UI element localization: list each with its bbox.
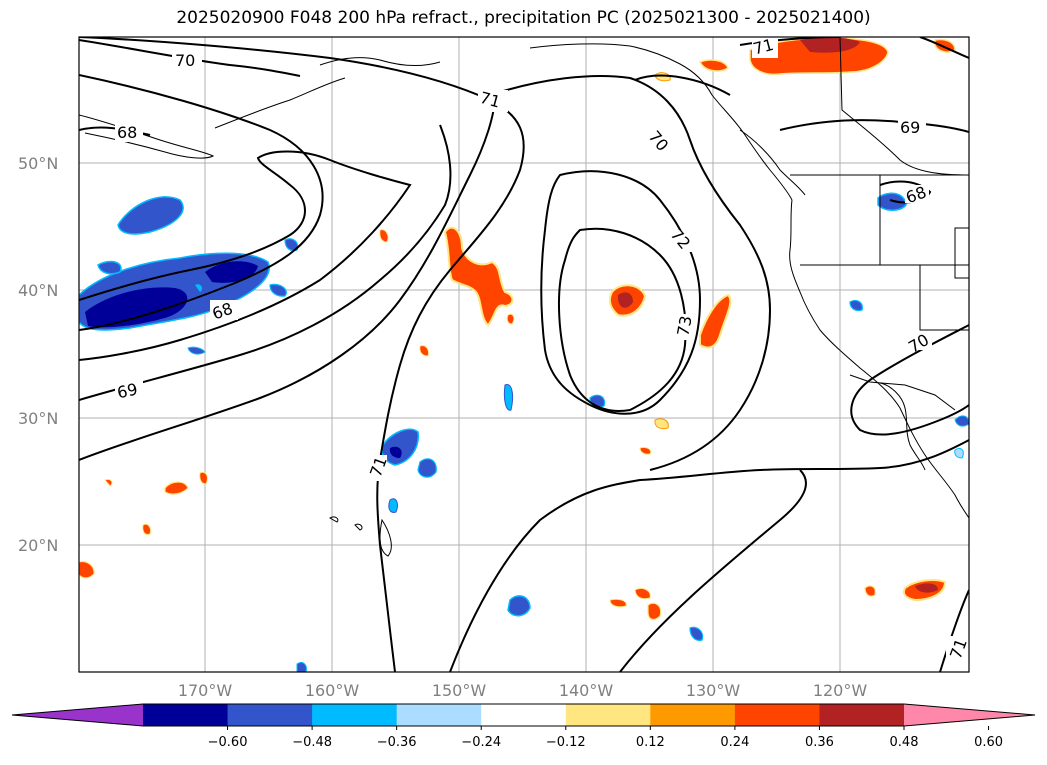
colorbar-segment — [312, 704, 398, 726]
colorbar-segment — [650, 704, 736, 726]
colorbar-segment — [396, 704, 482, 726]
latitude-axis: 50°N 40°N 30°N 20°N — [18, 154, 58, 555]
colorbar-segment — [819, 704, 905, 726]
contour-label: 71 — [478, 88, 503, 112]
contour-71-south — [379, 544, 396, 672]
contour-label: 69 — [900, 118, 920, 137]
contour-label: 70 — [175, 51, 195, 70]
contour-70-east — [499, 74, 772, 471]
contour-70-mid — [79, 94, 496, 461]
contour-68-ne — [879, 180, 932, 204]
lon-tick-label: 130°W — [686, 681, 741, 700]
colorbar-segment — [227, 704, 313, 726]
gridlines — [79, 37, 969, 672]
contour-73 — [558, 227, 687, 412]
lon-tick-label: 160°W — [305, 681, 360, 700]
colorbar-outline — [11, 703, 1036, 727]
contour-72 — [540, 170, 702, 415]
contour-71-main — [79, 37, 525, 546]
colorbar-tick-label: −0.12 — [546, 735, 586, 750]
lat-tick-label: 30°N — [18, 409, 58, 428]
colorbar-tick-label: 0.60 — [974, 735, 1003, 750]
lon-tick-label: 140°W — [559, 681, 614, 700]
colorbar: −0.60 −0.48 −0.36 −0.24 −0.12 0.12 0.24 0.36 0.4… — [11, 703, 1036, 750]
contour-69-outer — [79, 74, 324, 331]
lat-tick-label: 50°N — [18, 154, 58, 173]
contour-label: 73 — [673, 314, 695, 337]
map-background — [79, 37, 969, 672]
refractivity-contours — [79, 37, 969, 672]
colorbar-segment — [481, 704, 567, 726]
negative-precip-patches — [79, 192, 969, 672]
contour-69-ne — [779, 119, 969, 133]
contour-label: 71 — [946, 636, 971, 662]
contour-labels: 70 71 68 70 72 73 69 68 68 69 71 71 70 — [115, 35, 971, 662]
colorbar-tick-label: 0.12 — [636, 735, 665, 750]
colorbar-tick-label: −0.36 — [377, 735, 417, 750]
colorbar-tick-label: 0.36 — [805, 735, 834, 750]
contour-69-east-inner — [634, 74, 731, 96]
contour-label: 71 — [751, 35, 776, 59]
lat-tick-label: 20°N — [18, 536, 58, 555]
colorbar-segment — [565, 704, 651, 726]
colorbar-segment — [143, 704, 229, 726]
lat-tick-label: 40°N — [18, 281, 58, 300]
contour-72-se — [619, 469, 807, 672]
contour-71-se — [939, 589, 969, 672]
colorbar-tick-label: −0.60 — [208, 735, 248, 750]
contour-70-ne2 — [919, 37, 969, 59]
lon-tick-label: 120°W — [813, 681, 868, 700]
chart-title: 2025020900 F048 200 hPa refract., precip… — [176, 8, 871, 28]
contour-72-south — [449, 439, 969, 672]
colorbar-tick-label: −0.24 — [461, 735, 501, 750]
contour-69-south — [79, 124, 452, 401]
contour-70-se — [850, 324, 969, 436]
colorbar-tick-label: −0.48 — [292, 735, 332, 750]
contour-70-north — [79, 39, 301, 77]
colorbar-tick-label: 0.48 — [890, 735, 919, 750]
colorbar-segment — [734, 704, 820, 726]
colorbar-extend-low — [12, 704, 143, 726]
colorbar-tick-label: 0.24 — [720, 735, 749, 750]
map-frame — [78, 36, 970, 673]
lon-tick-label: 150°W — [432, 681, 487, 700]
contour-label: 68 — [117, 123, 137, 142]
contour-label: 69 — [115, 379, 139, 402]
longitude-axis: 170°W 160°W 150°W 140°W 130°W 120°W — [178, 681, 868, 700]
lon-tick-label: 170°W — [178, 681, 233, 700]
contour-68-inner — [79, 150, 412, 361]
colorbar-extend-high — [904, 704, 1035, 726]
